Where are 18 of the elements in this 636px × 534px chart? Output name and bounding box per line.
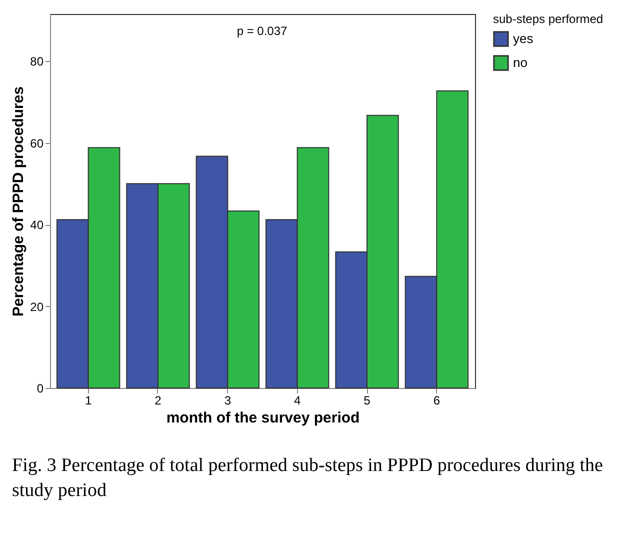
annotation: p = 0.037 (236, 24, 288, 38)
legend-label: yes (513, 31, 534, 46)
y-axis-title: Percentage of PPPD procedures (10, 86, 28, 317)
legend-label: no (513, 55, 528, 70)
x-tick-label: 2 (154, 394, 162, 408)
y-tick-label: 80 (30, 54, 44, 69)
y-tick-label: 60 (30, 136, 44, 150)
x-tick-label: 6 (433, 394, 440, 408)
x-axis-title: month of the survey period (166, 410, 360, 426)
x-tick-label: 5 (364, 394, 371, 408)
legend-title: sub-steps performed (493, 12, 604, 26)
y-tick-label: 20 (30, 300, 44, 314)
caption: Fig. 3 Percentage of total performed sub-steps in PPPD procedures during the study period (11, 454, 604, 503)
x-tick-label: 4 (294, 394, 301, 408)
x-tick-label: 3 (224, 394, 232, 408)
y-tick-label: 40 (30, 218, 44, 232)
x-tick-label: 1 (84, 394, 92, 408)
y-tick-label: 0 (36, 382, 44, 396)
